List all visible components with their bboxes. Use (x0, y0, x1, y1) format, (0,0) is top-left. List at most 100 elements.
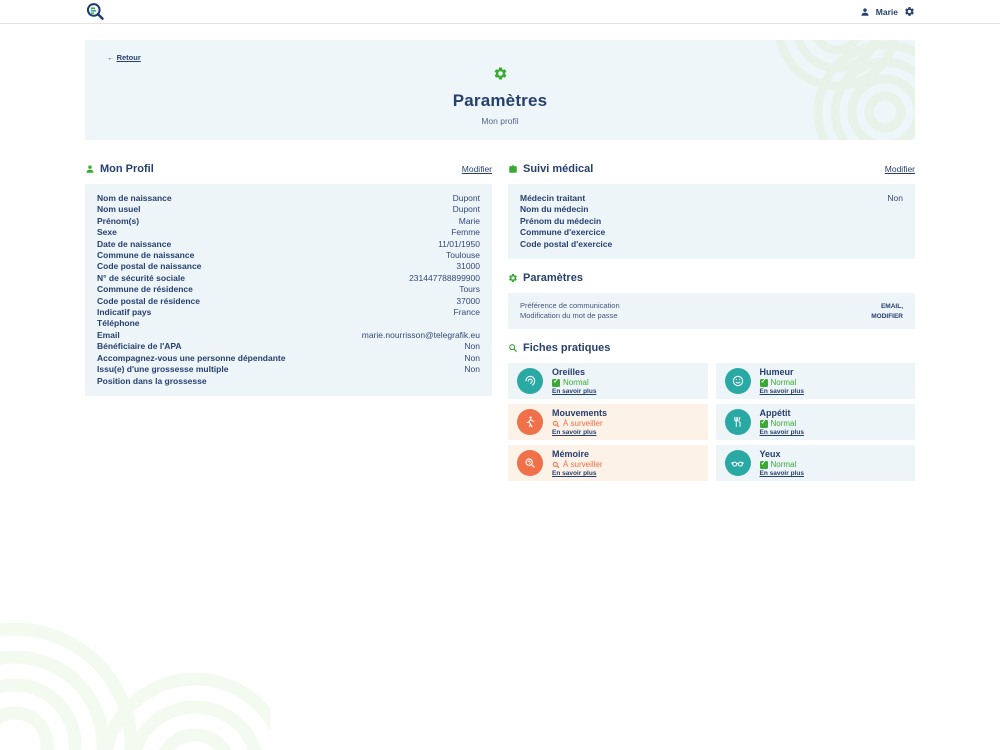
learn-more-link[interactable]: En savoir plus (759, 388, 804, 396)
profile-row: Date de naissance 11/01/1950 (97, 239, 480, 250)
card-mouvements: Mouvements À surveiller En savoir plus (508, 404, 708, 441)
profile-row: Commune de résidence Tours (97, 284, 480, 295)
appetite-icon (724, 409, 751, 436)
settings-section-head: Paramètres (508, 272, 915, 284)
profile-row-value: Non (464, 364, 480, 375)
card-oreilles: Oreilles Normal En savoir plus (508, 363, 708, 400)
page-title: Paramètres (452, 91, 548, 110)
learn-more-link[interactable]: En savoir plus (552, 429, 597, 437)
profile-row-label: Email (97, 329, 120, 340)
sheets-section-head: Fiches pratiques (508, 342, 915, 354)
movement-icon (517, 409, 543, 436)
profile-row-label: Code postal de résidence (97, 295, 200, 306)
profile-row: Code postal de naissance 31000 (97, 261, 480, 272)
password-modify-link[interactable]: Modifier (871, 313, 903, 321)
profile-row-label: Téléphone (97, 318, 140, 329)
settings-section-title: Paramètres (523, 272, 583, 285)
profile-row: N° de sécurité sociale 231447788899900 (97, 273, 480, 284)
profile-row-label: Commune de résidence (97, 284, 193, 295)
profile-row-label: Indicatif pays (97, 307, 152, 318)
checkbox-checked-icon (759, 460, 768, 469)
profile-row: Accompagnez-vous une personne dépendante… (97, 353, 480, 364)
checkbox-checked-icon (552, 378, 560, 387)
password-change-row: Modification du mot de passe Modifier (520, 311, 903, 321)
medical-row: Nom du médecin (520, 204, 903, 215)
card-status: Normal (759, 419, 804, 428)
medical-row: Prénom du médecin (520, 216, 903, 227)
sheets-magnifier-icon (508, 343, 518, 353)
card-title: Mouvements (552, 408, 608, 419)
profile-row: Position dans la grossesse (97, 376, 480, 387)
settings-panel: Préférence de communication EMAIL, Modif… (508, 293, 915, 330)
card-appetit: Appétit Normal En savoir plus (715, 404, 915, 441)
learn-more-link[interactable]: En savoir plus (552, 470, 597, 478)
profile-row: Prénom(s) Marie (97, 216, 480, 227)
card-title: Humeur (759, 367, 794, 378)
password-change-label: Modification du mot de passe (520, 311, 618, 321)
medical-panel: Médecin traitant Non Nom du médecin Prén… (508, 184, 915, 260)
medical-section-head: Suivi médical Modifier (508, 163, 915, 175)
profile-row-value: 231447788899900 (409, 272, 480, 283)
user-name[interactable]: Marie (875, 6, 898, 17)
card-yeux: Yeux Normal En savoir plus (715, 445, 915, 482)
profile-modify-link[interactable]: Modifier (461, 164, 492, 174)
profile-row: Indicatif pays France (97, 307, 480, 318)
profile-person-icon (85, 164, 95, 174)
profile-row-value: 37000 (456, 295, 480, 306)
top-bar: Marie (0, 0, 1000, 24)
page-subtitle: Mon profil (481, 116, 519, 126)
medical-row-value: Non (887, 193, 903, 203)
profile-row-value: Dupont (452, 204, 480, 215)
profile-row-label: Sexe (97, 227, 117, 238)
right-column: Suivi médical Modifier Médecin traitant … (508, 163, 915, 482)
back-label: Retour (116, 53, 141, 62)
profile-row-value: Non (464, 341, 480, 352)
card-humeur: Humeur Normal En savoir plus (715, 363, 915, 400)
medical-row-label: Nom du médecin (520, 204, 589, 215)
learn-more-link[interactable]: En savoir plus (759, 470, 804, 478)
learn-more-link[interactable]: En savoir plus (552, 388, 597, 396)
checkbox-checked-icon (759, 419, 768, 428)
sheets-section-title: Fiches pratiques (523, 342, 611, 355)
medical-row: Code postal d'exercice (520, 239, 903, 250)
profile-row-label: Date de naissance (97, 238, 172, 249)
communication-preference-row: Préférence de communication EMAIL, (520, 301, 903, 311)
profile-row-label: N° de sécurité sociale (97, 272, 185, 283)
app-logo-icon[interactable] (85, 2, 105, 22)
card-title: Yeux (759, 449, 781, 460)
profile-row-label: Commune de naissance (97, 250, 195, 261)
profile-row: Téléphone (97, 318, 480, 329)
medical-section-title: Suivi médical (523, 163, 594, 175)
user-icon (860, 7, 870, 17)
medical-modify-link[interactable]: Modifier (884, 164, 915, 174)
profile-row-label: Prénom(s) (97, 215, 140, 226)
medical-row: Commune d'exercice (520, 227, 903, 238)
card-status: Normal (759, 460, 804, 469)
medical-row-label: Commune d'exercice (520, 227, 606, 238)
back-link[interactable]: ← Retour (107, 53, 141, 62)
card-title: Mémoire (552, 449, 590, 460)
profile-row-value: Tours (459, 284, 480, 295)
profile-row: Email marie.nourrisson@telegrafik.eu (97, 330, 480, 341)
ear-icon (517, 368, 543, 395)
medical-row-label: Code postal d'exercice (520, 238, 613, 249)
profile-row: Nom de naissance Dupont (97, 193, 480, 204)
page-banner: ← Retour Paramètres Mon profil (85, 40, 915, 140)
communication-preference-value: EMAIL, (880, 303, 903, 311)
profile-row-value: Femme (451, 227, 480, 238)
profile-row-label: Bénéficiaire de l'APA (97, 341, 182, 352)
watch-magnifier-icon (552, 461, 560, 469)
profile-row-value: Marie (458, 215, 480, 226)
learn-more-link[interactable]: En savoir plus (759, 429, 804, 437)
page-decoration (0, 622, 270, 750)
profile-row-label: Issu(e) d'une grossesse multiple (97, 364, 229, 375)
card-title: Appétit (759, 408, 791, 419)
eyes-icon (724, 450, 751, 477)
card-status: Normal (552, 378, 596, 387)
card-memoire: Mémoire À surveiller En savoir plus (508, 445, 708, 482)
banner-gear-icon (493, 66, 508, 81)
settings-gear-icon[interactable] (904, 6, 915, 17)
profile-row: Code postal de résidence 37000 (97, 296, 480, 307)
memory-icon (517, 450, 543, 477)
profile-section: Mon Profil Modifier Nom de naissance Dup… (85, 163, 492, 481)
